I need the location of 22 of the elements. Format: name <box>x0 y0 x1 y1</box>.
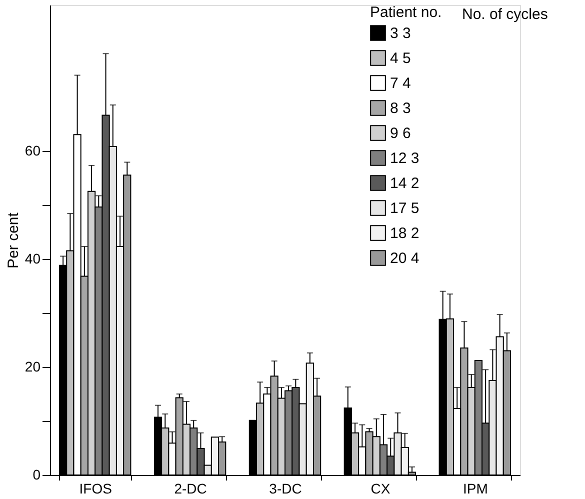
legend-label: 7 4 <box>390 75 411 92</box>
legend-label: 8 3 <box>390 100 411 117</box>
x-tick-label: 3-DC <box>269 480 302 496</box>
annotation: No. of cycles <box>462 6 548 23</box>
legend-label: 9 6 <box>390 125 411 142</box>
legend-title: Patient no. <box>370 4 442 21</box>
legend-label: 18 2 <box>390 225 420 242</box>
y-axis-title: Per cent <box>4 212 22 268</box>
x-tick-label: CX <box>370 480 391 496</box>
legend-label: 4 5 <box>390 50 411 67</box>
y-tick-label: 60 <box>24 142 41 158</box>
legend-label: 3 3 <box>390 25 411 42</box>
x-tick-label: IPM <box>462 480 488 496</box>
y-tick-label: 20 <box>24 358 41 374</box>
legend-label: 12 3 <box>390 150 420 167</box>
y-tick-label: 40 <box>24 250 41 266</box>
x-tick-label: 2-DC <box>174 480 207 496</box>
y-tick-label: 0 <box>32 466 41 482</box>
legend-label: 20 4 <box>390 250 420 267</box>
legend-label: 17 5 <box>390 200 420 217</box>
x-tick-label: IFOS <box>79 480 112 496</box>
legend-label: 14 2 <box>390 175 420 192</box>
